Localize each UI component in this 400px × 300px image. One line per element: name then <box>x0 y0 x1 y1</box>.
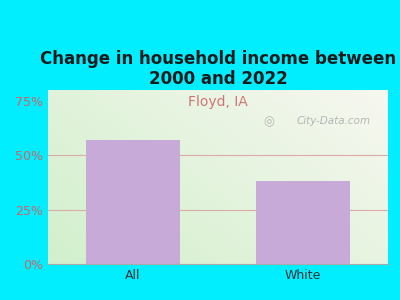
Text: Floyd, IA: Floyd, IA <box>188 95 248 109</box>
Text: ◎: ◎ <box>264 115 274 128</box>
Bar <box>86 140 180 264</box>
Text: City-Data.com: City-Data.com <box>296 116 370 126</box>
Title: Change in household income between
2000 and 2022: Change in household income between 2000 … <box>40 50 396 88</box>
Bar <box>256 181 350 264</box>
